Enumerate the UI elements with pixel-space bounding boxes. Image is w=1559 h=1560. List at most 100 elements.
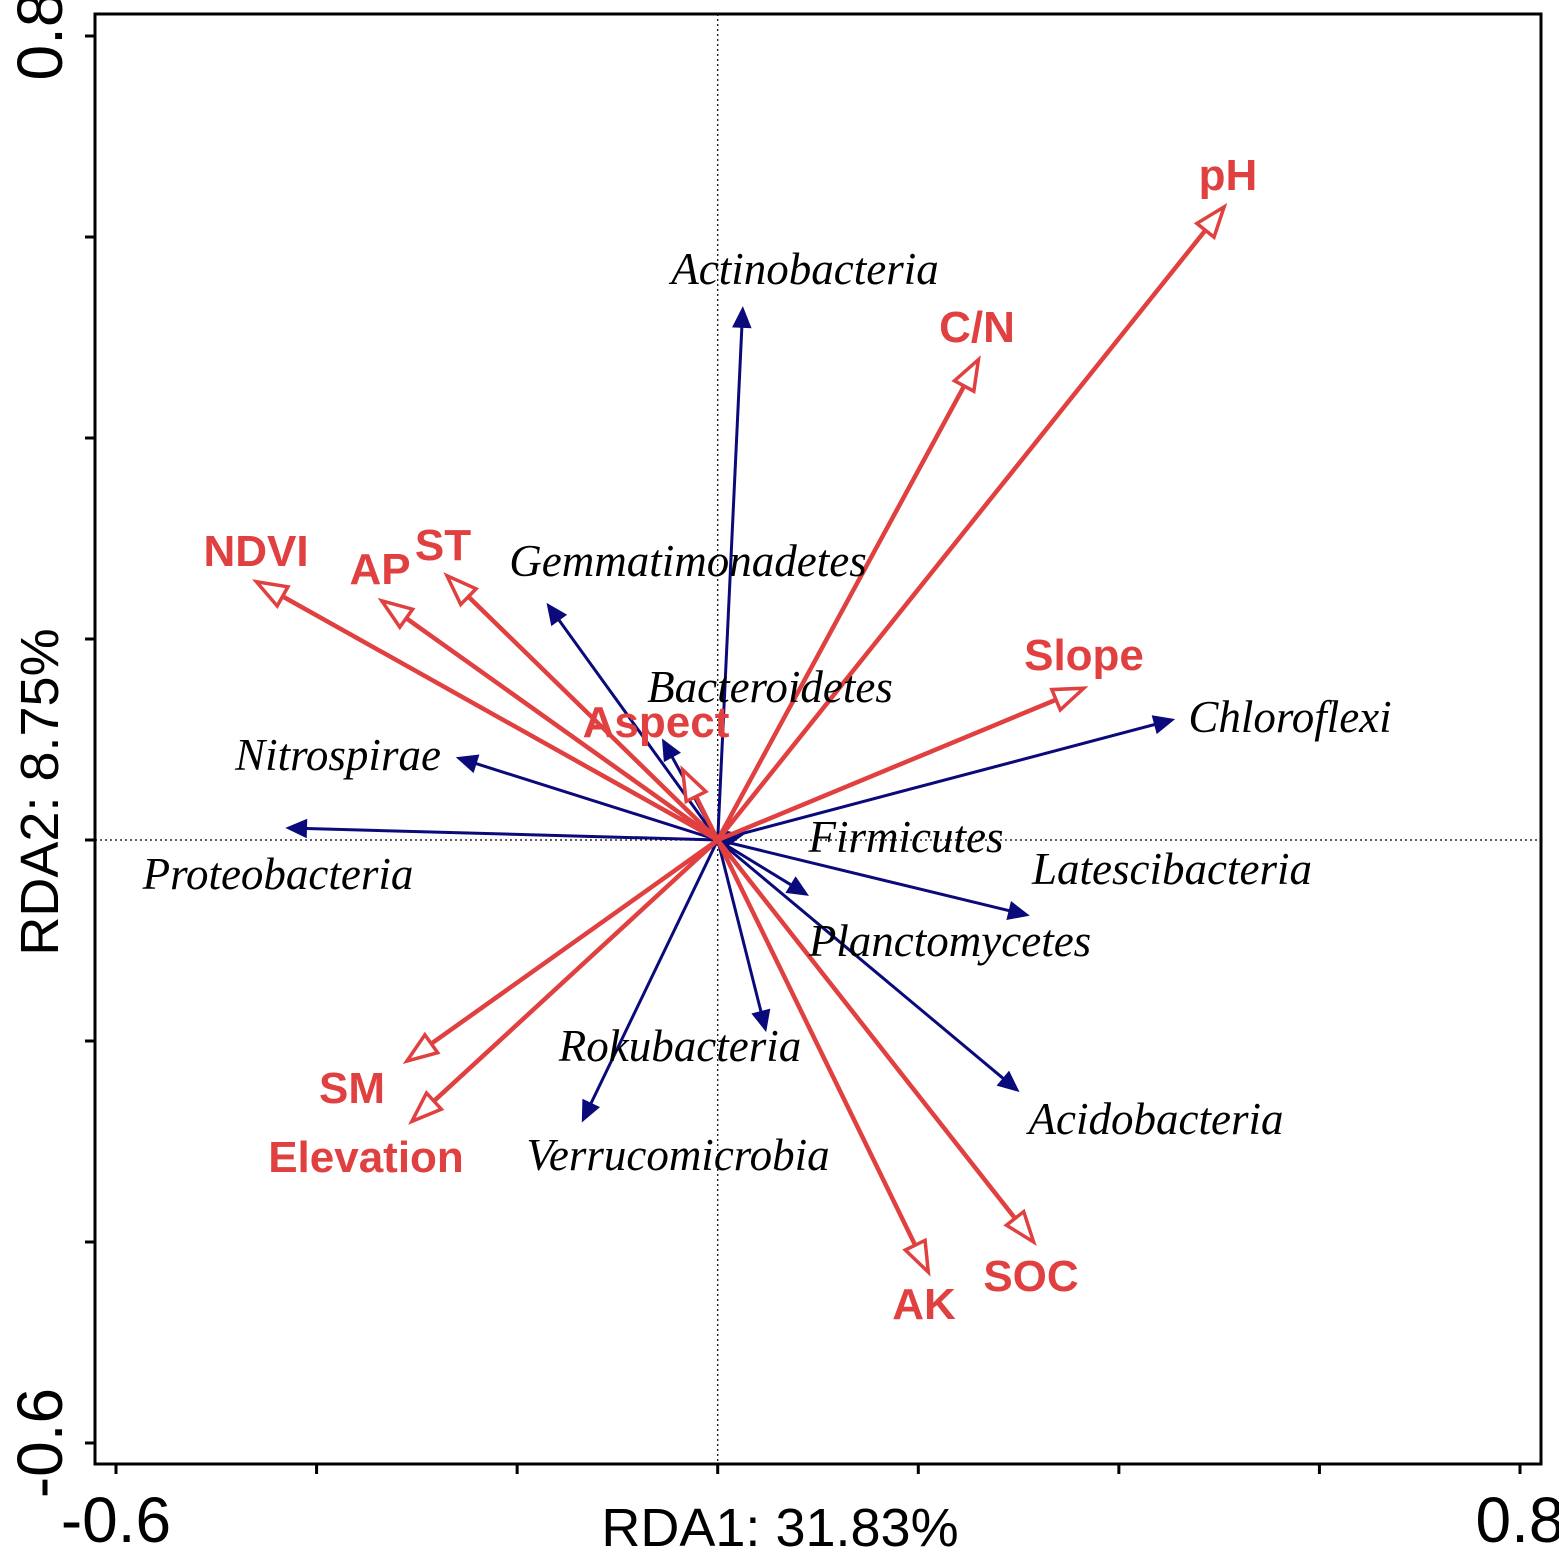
species-arrow-acidobacteria-head [996,1070,1020,1093]
env-arrow-c-n-shaft [715,384,967,842]
env-arrow-ap-head [377,597,416,631]
species-arrow-proteobacteria-head [285,818,308,839]
species-label-rokubacteria: Rokubacteria [558,1021,801,1071]
species-arrow-verrucomicrobia-shaft [589,839,720,1105]
species-label-chloroflexi: Chloroflexi [1188,692,1391,742]
env-arrow-sm-head [402,1031,441,1065]
env-arrow-ak [715,839,931,1277]
env-arrow-ak-head [902,1237,931,1277]
species-label-actinobacteria: Actinobacteria [668,244,938,294]
species-arrow-verrucomicrobia-head [581,1098,601,1123]
env-arrow-elevation [408,838,720,1125]
species-label-gemmatimonadetes: Gemmatimonadetes [509,536,866,586]
y-tick-label: 0.8 [4,0,76,80]
env-arrow-ph [715,202,1228,842]
reference-lines [95,14,1541,1464]
species-arrow-rokubacteria-shaft [716,839,763,1012]
env-arrow-soc [715,838,1037,1246]
species-label-planctomycetes: Planctomycetes [808,916,1091,966]
species-arrow-chloroflexi-shaft [717,723,1156,842]
species-arrow-actinobacteria [716,306,752,841]
species-arrow-proteobacteria [285,818,718,842]
env-label-sm: SM [319,1064,385,1113]
species-label-proteobacteria: Proteobacteria [142,849,414,899]
env-label-aspect: Aspect [583,698,730,747]
species-arrow-latescibacteria [717,838,1030,921]
env-label-slope: Slope [1024,631,1144,680]
species-arrow-rokubacteria-head [751,1008,771,1033]
species-arrows [285,306,1176,1123]
env-arrow-ndvi-shaft [281,594,719,842]
x-axis-title: RDA1: 31.83% [601,1498,958,1558]
x-tick-label: 0.8 [1476,1484,1559,1556]
env-label-ap: AP [349,545,410,594]
species-arrow-verrucomicrobia [581,839,720,1123]
plot-frame [93,12,1543,1466]
env-arrow-soc-head [1003,1208,1037,1246]
env-arrow-ndvi-head [251,579,291,610]
species-arrow-bacteroidetes-head [661,738,681,763]
y-axis-title: RDA2: 8.75% [10,628,70,955]
env-arrow-st [443,572,720,842]
env-label-st: ST [415,521,471,570]
env-label-ndvi: NDVI [203,527,308,576]
species-arrow-planctomycetes-head [785,876,810,896]
species-arrow-planctomycetes-shaft [716,838,792,887]
env-arrow-ap [377,597,720,842]
env-arrow-ap-shaft [404,616,720,842]
species-label-nitrospirae: Nitrospirae [234,730,441,780]
species-arrow-chloroflexi-head [1151,715,1176,735]
env-arrow-st-shaft [466,595,720,842]
env-arrow-sm [402,838,720,1065]
x-tick-label: -0.6 [61,1484,171,1556]
species-label-verrucomicrobia: Verrucomicrobia [526,1130,829,1180]
env-arrow-aspect-shaft [693,795,720,842]
species-arrow-nitrospirae-head [455,754,480,774]
env-arrow-elevation-head [408,1089,445,1125]
env-arrow-slope-head [1049,686,1089,713]
species-arrow-gemmatimonadetes-shaft [557,619,719,841]
env-arrow-ak-shaft [715,839,918,1247]
env-arrow-elevation-shaft [432,838,720,1103]
species-label-acidobacteria: Acidobacteria [1026,1094,1284,1144]
species-arrow-proteobacteria-shaft [306,826,718,842]
species-arrow-acidobacteria [716,838,1020,1093]
species-arrow-latescibacteria-shaft [717,838,1010,913]
species-label-firmicutes: Firmicutes [808,812,1004,862]
env-label-ak: AK [892,1280,956,1329]
species-arrow-acidobacteria-shaft [716,838,1005,1080]
env-arrow-ndvi [251,579,719,842]
species-arrow-gemmatimonadetes [546,602,719,841]
species-arrow-planctomycetes [716,838,810,896]
species-arrow-actinobacteria-head [732,306,752,329]
species-arrow-rokubacteria [716,839,771,1033]
env-label-c-n: C/N [939,303,1015,352]
env-label-ph: pH [1199,151,1258,200]
species-arrow-actinobacteria-shaft [716,327,744,841]
env-label-soc: SOC [983,1252,1078,1301]
env-arrow-st-head [443,572,480,608]
env-arrow-ph-head [1193,202,1228,241]
env-arrow-aspect [680,765,720,842]
species-arrow-gemmatimonadetes-head [546,602,568,627]
env-arrow-soc-shaft [715,838,1017,1220]
labels: Actinobacteria Gemmatimonadetes Bacteroide… [142,151,1392,1329]
species-label-latescibacteria: Latescibacteria [1031,844,1312,894]
environment-arrows [251,202,1228,1277]
species-label-bacteroidetes: Bacteroidetes [647,662,893,712]
axes: -0.6 0.8 0.8 -0.6 RDA1: 31.83% RDA2: 8.75% [4,0,1559,1558]
species-arrow-chloroflexi [717,715,1176,842]
env-arrow-aspect-head [680,765,709,805]
species-arrow-nitrospirae-shaft [475,762,719,842]
env-arrow-slope-shaft [716,697,1057,843]
env-arrow-c-n-head [951,355,981,394]
y-tick-label: -0.6 [4,1388,76,1498]
species-arrow-latescibacteria-head [1006,901,1030,921]
env-label-elevation: Elevation [268,1133,464,1182]
env-arrow-slope [716,686,1089,843]
species-arrow-nitrospirae [455,754,719,842]
env-arrow-ph-shaft [715,228,1208,842]
env-arrow-sm-shaft [429,838,720,1046]
env-arrow-c-n [715,355,981,842]
